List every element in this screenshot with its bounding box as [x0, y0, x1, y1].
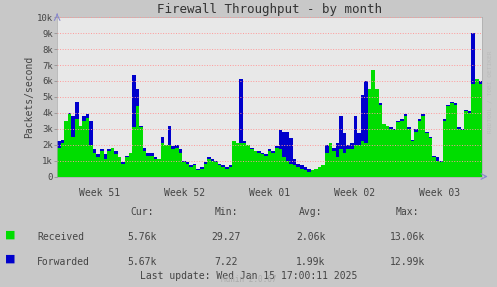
- Text: Avg:: Avg:: [299, 207, 323, 217]
- Text: 5.67k: 5.67k: [127, 257, 157, 267]
- Text: Received: Received: [37, 232, 84, 243]
- Text: Week 51: Week 51: [79, 188, 120, 198]
- Text: 13.06k: 13.06k: [390, 232, 425, 243]
- Text: 12.99k: 12.99k: [390, 257, 425, 267]
- Text: Max:: Max:: [396, 207, 419, 217]
- Text: ■: ■: [5, 254, 15, 264]
- Text: Last update: Wed Jan 15 17:00:11 2025: Last update: Wed Jan 15 17:00:11 2025: [140, 271, 357, 281]
- Text: 1.99k: 1.99k: [296, 257, 326, 267]
- Text: 5.76k: 5.76k: [127, 232, 157, 243]
- Text: ■: ■: [5, 230, 15, 240]
- Text: Week 01: Week 01: [249, 188, 290, 198]
- Text: Cur:: Cur:: [130, 207, 154, 217]
- Text: Forwarded: Forwarded: [37, 257, 90, 267]
- Y-axis label: Packets/second: Packets/second: [24, 56, 34, 138]
- Text: Week 02: Week 02: [334, 188, 375, 198]
- Text: Week 03: Week 03: [419, 188, 460, 198]
- Title: Firewall Throughput - by month: Firewall Throughput - by month: [157, 3, 382, 16]
- Text: Min:: Min:: [214, 207, 238, 217]
- Text: 7.22: 7.22: [214, 257, 238, 267]
- Text: Week 52: Week 52: [164, 188, 205, 198]
- Text: RRDTOOL / TOBI OETIKER: RRDTOOL / TOBI OETIKER: [487, 51, 492, 133]
- Text: 2.06k: 2.06k: [296, 232, 326, 243]
- Text: Munin 2.0.67: Munin 2.0.67: [221, 275, 276, 284]
- Text: 29.27: 29.27: [211, 232, 241, 243]
